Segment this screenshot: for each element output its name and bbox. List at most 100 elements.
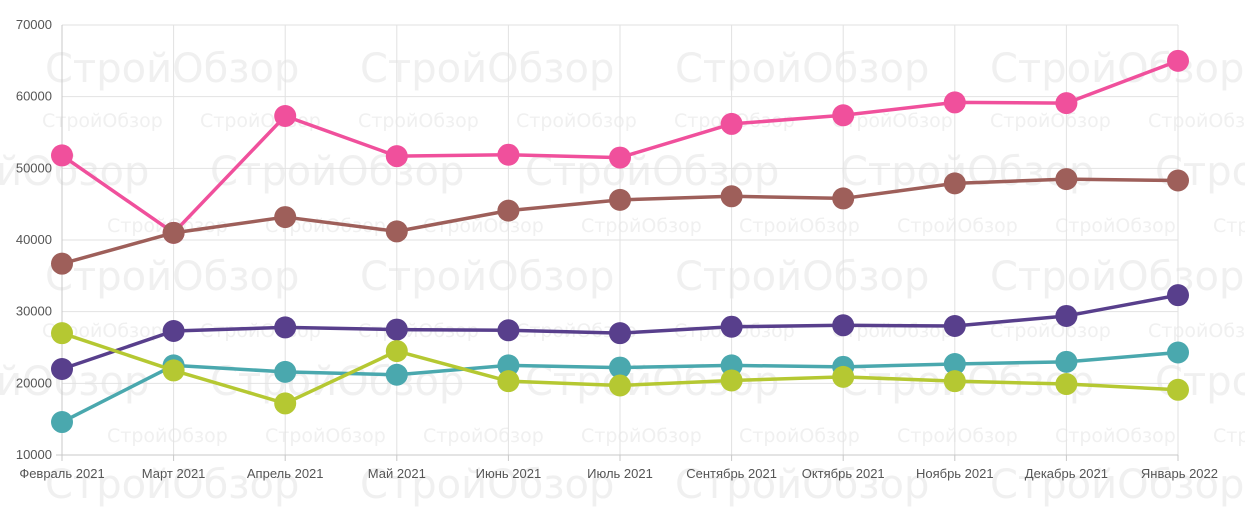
data-point[interactable] bbox=[1055, 350, 1078, 373]
watermark-text: СтройОбзор bbox=[675, 46, 929, 92]
data-point[interactable] bbox=[609, 188, 631, 211]
series-teal bbox=[51, 341, 1189, 434]
data-point[interactable] bbox=[497, 370, 520, 393]
data-point[interactable] bbox=[832, 365, 855, 388]
data-point[interactable] bbox=[1055, 168, 1078, 191]
watermark-text: СтройОбзор bbox=[360, 46, 614, 92]
y-tick-label: 60000 bbox=[16, 89, 52, 104]
x-tick-label: Октябрь 2021 bbox=[802, 466, 885, 481]
data-point[interactable] bbox=[162, 221, 185, 244]
watermark-text: СтройОбзор bbox=[675, 254, 929, 300]
y-tick-label: 70000 bbox=[16, 17, 52, 32]
series-pink bbox=[51, 49, 1189, 244]
data-point[interactable] bbox=[51, 252, 73, 275]
watermark-text: СтройОбзор bbox=[107, 425, 228, 447]
x-tick-label: Июнь 2021 bbox=[476, 466, 542, 481]
data-point[interactable] bbox=[1167, 169, 1189, 192]
y-tick-label: 10000 bbox=[16, 447, 52, 462]
data-point[interactable] bbox=[51, 411, 73, 434]
watermark-text: СтройОбзор bbox=[45, 254, 299, 300]
data-point[interactable] bbox=[943, 172, 966, 195]
data-point[interactable] bbox=[609, 356, 631, 379]
watermark-text: СтройОбзор bbox=[840, 149, 1094, 195]
data-point[interactable] bbox=[943, 370, 966, 393]
watermark-text: СтройОбзор bbox=[581, 425, 702, 447]
data-point[interactable] bbox=[274, 206, 297, 229]
data-point[interactable] bbox=[162, 359, 185, 382]
y-tick-label: 20000 bbox=[16, 375, 52, 390]
watermark-text: СтройОбзор bbox=[360, 254, 614, 300]
x-tick-label: Июль 2021 bbox=[587, 466, 653, 481]
watermark-text: СтройОбзор bbox=[990, 110, 1111, 132]
data-point[interactable] bbox=[51, 322, 73, 345]
watermark-text: СтройОбзор bbox=[990, 320, 1111, 342]
watermark-text: СтройОбзор bbox=[423, 215, 544, 237]
data-point[interactable] bbox=[832, 187, 855, 210]
data-point[interactable] bbox=[274, 105, 297, 128]
watermark-text: СтройОбзор bbox=[423, 425, 544, 447]
data-point[interactable] bbox=[720, 315, 743, 338]
watermark-text: СтройОбзор bbox=[739, 425, 860, 447]
data-point[interactable] bbox=[385, 340, 408, 363]
data-point[interactable] bbox=[1167, 341, 1189, 364]
data-point[interactable] bbox=[1167, 49, 1189, 72]
watermark-text: СтройОбзор bbox=[739, 215, 860, 237]
data-point[interactable] bbox=[274, 360, 297, 383]
chart-series bbox=[51, 49, 1189, 434]
data-point[interactable] bbox=[497, 143, 520, 166]
data-point[interactable] bbox=[274, 316, 297, 339]
data-point[interactable] bbox=[609, 374, 631, 397]
data-point[interactable] bbox=[1055, 373, 1078, 396]
data-point[interactable] bbox=[720, 354, 743, 377]
data-point[interactable] bbox=[385, 145, 408, 168]
data-point[interactable] bbox=[1055, 304, 1078, 327]
watermark-text: СтройОбзор bbox=[832, 110, 953, 132]
x-tick-label: Сентябрь 2021 bbox=[686, 466, 777, 481]
data-point[interactable] bbox=[609, 146, 631, 169]
data-point[interactable] bbox=[720, 369, 743, 392]
watermark-text: СтройОбзор bbox=[516, 110, 637, 132]
data-point[interactable] bbox=[609, 322, 631, 345]
watermark-text: СтройОбзор bbox=[1155, 149, 1245, 195]
data-point[interactable] bbox=[832, 314, 855, 337]
data-point[interactable] bbox=[162, 320, 185, 343]
watermark-text: СтройОбзор bbox=[360, 462, 614, 508]
x-tick-label: Февраль 2021 bbox=[19, 466, 104, 481]
data-point[interactable] bbox=[497, 319, 520, 342]
data-point[interactable] bbox=[943, 91, 966, 114]
watermark-text: СтройОбзор bbox=[1155, 359, 1245, 405]
watermark-text: СтройОбзор bbox=[581, 215, 702, 237]
watermark-text: СтройОбзор bbox=[897, 215, 1018, 237]
x-tick-label: Май 2021 bbox=[368, 466, 426, 481]
data-point[interactable] bbox=[943, 352, 966, 375]
watermark-text: СтройОбзор bbox=[358, 110, 479, 132]
data-point[interactable] bbox=[943, 315, 966, 337]
watermark-text: СтройОбзор bbox=[1148, 110, 1245, 132]
data-point[interactable] bbox=[720, 185, 743, 208]
data-point[interactable] bbox=[1167, 284, 1189, 307]
data-point[interactable] bbox=[497, 199, 520, 222]
data-point[interactable] bbox=[720, 112, 743, 135]
data-point[interactable] bbox=[497, 354, 520, 377]
data-point[interactable] bbox=[51, 144, 73, 167]
series-brown bbox=[51, 168, 1189, 275]
series-lime bbox=[51, 322, 1189, 415]
data-point[interactable] bbox=[385, 220, 408, 243]
watermark-text: СтройОбзор bbox=[45, 462, 299, 508]
data-point[interactable] bbox=[51, 358, 73, 380]
data-point[interactable] bbox=[385, 363, 408, 386]
x-tick-label: Ноябрь 2021 bbox=[916, 466, 994, 481]
data-point[interactable] bbox=[274, 392, 297, 415]
data-point[interactable] bbox=[832, 104, 855, 127]
watermark-text: СтройОбзор bbox=[265, 425, 386, 447]
watermark-text: СтройОбзор bbox=[0, 359, 149, 405]
data-point[interactable] bbox=[1167, 378, 1189, 401]
x-tick-label: Апрель 2021 bbox=[247, 466, 324, 481]
watermark-text: СтройОбзор bbox=[1055, 215, 1176, 237]
data-point[interactable] bbox=[1055, 92, 1078, 115]
data-point[interactable] bbox=[385, 318, 408, 341]
chart-axes: 10000 20000 30000 40000 50000 60000 70000 Февра… bbox=[16, 17, 1218, 481]
y-tick-label: 30000 bbox=[16, 304, 52, 319]
watermark-text: СтройОбзор bbox=[990, 254, 1244, 300]
